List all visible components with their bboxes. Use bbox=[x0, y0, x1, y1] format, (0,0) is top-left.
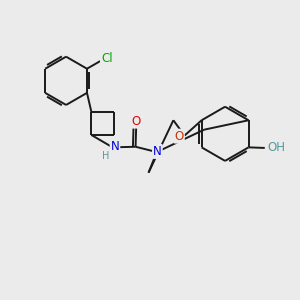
Text: O: O bbox=[131, 115, 141, 128]
Text: H: H bbox=[102, 151, 110, 160]
Text: Cl: Cl bbox=[101, 52, 112, 64]
Text: O: O bbox=[175, 130, 184, 143]
Text: OH: OH bbox=[267, 141, 285, 154]
Text: N: N bbox=[153, 145, 162, 158]
Text: N: N bbox=[111, 140, 119, 153]
